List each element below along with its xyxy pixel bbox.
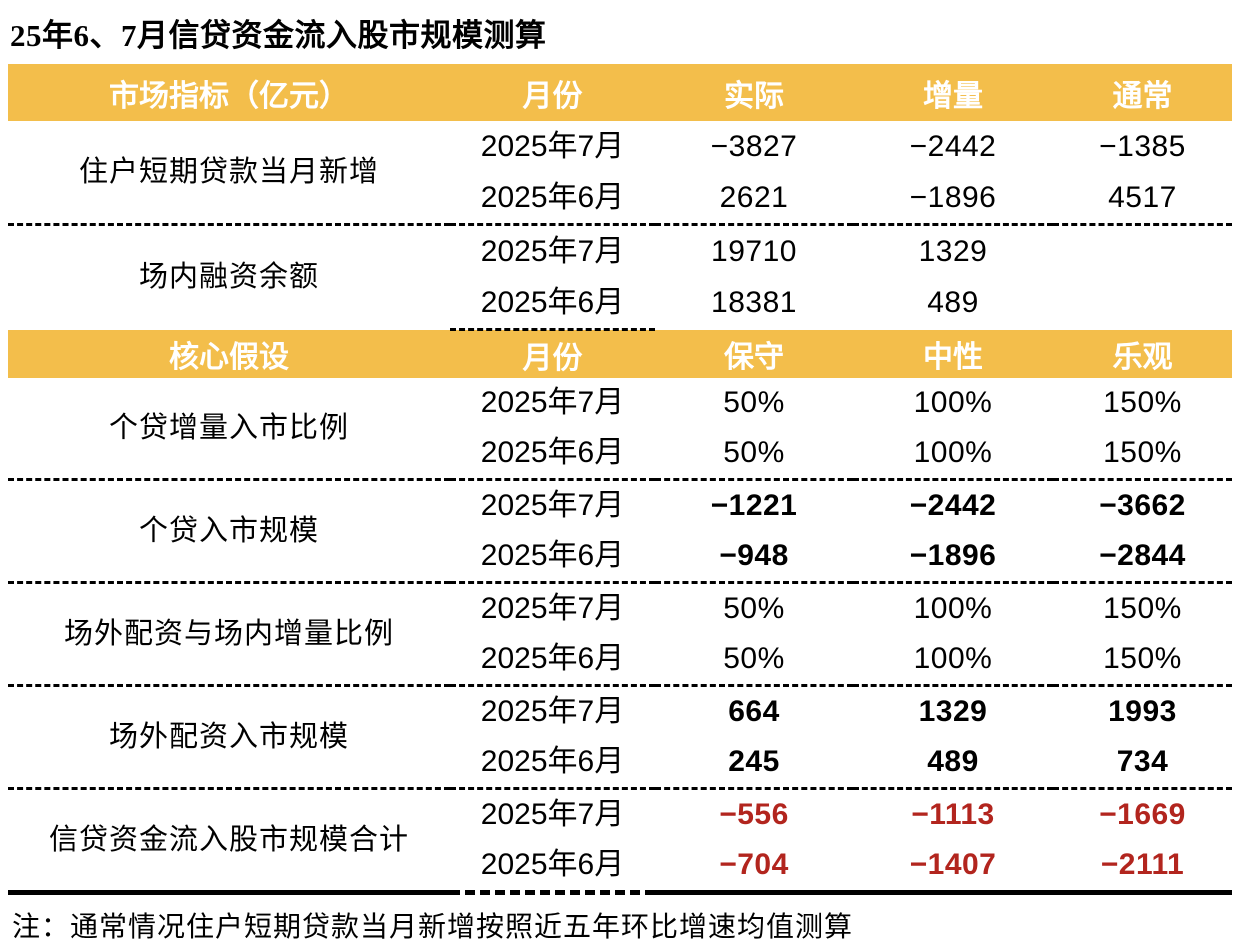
row-label: 信贷资金流入股市规模合计: [8, 788, 450, 895]
value-cell: −1221: [710, 489, 798, 522]
table-row: 2025年6月 18381 489: [8, 277, 1232, 331]
value-cell: 1329: [918, 234, 988, 268]
value-cell: 150%: [1103, 592, 1182, 625]
value-cell: −1407: [853, 840, 1053, 895]
value-cell: 50%: [723, 592, 785, 625]
row-label: 住户短期贷款当月新增: [8, 121, 450, 226]
value-cell: 100%: [913, 386, 993, 419]
section-b-header-row: 核心假设 月份 保守 中性 乐观: [8, 329, 1232, 378]
table-row: 2025年6月 50% 100% 150%: [8, 428, 1232, 481]
row-label: 个贷增量入市比例: [8, 378, 450, 481]
row-label: 场外配资入市规模: [8, 685, 450, 790]
table-row: 2025年6月 50% 100% 150%: [8, 634, 1232, 687]
value-cell: −1669: [1099, 798, 1186, 831]
value-cell: −3662: [1099, 489, 1186, 522]
month-cell: 2025年7月: [480, 695, 625, 728]
month-cell: 2025年6月: [450, 634, 655, 687]
month-cell: 2025年7月: [480, 592, 625, 625]
value-cell: 150%: [1053, 428, 1232, 481]
table-row: 个贷增量入市比例 2025年7月 50% 100% 150%: [8, 378, 1232, 481]
table-row: 住户短期贷款当月新增 2025年7月 −3827 −2442 −1385: [8, 121, 1232, 226]
header-cell-month: 月份: [450, 64, 655, 121]
month-cell: 2025年6月: [450, 428, 655, 481]
month-cell: 2025年6月: [450, 840, 655, 895]
table-row: 2025年6月 −704 −1407 −2111: [8, 840, 1232, 895]
header-cell-usual: 通常: [1053, 64, 1232, 121]
table-row: 场内融资余额 2025年7月 19710 1329: [8, 225, 1232, 292]
value-cell: 100%: [853, 428, 1053, 481]
row-label: 个贷入市规模: [8, 479, 450, 584]
value-cell: −3827: [710, 129, 798, 163]
value-cell: 489: [853, 737, 1053, 790]
value-cell: 734: [1053, 737, 1232, 790]
header-cell-indicator: 市场指标（亿元）: [8, 64, 450, 121]
month-cell: 2025年7月: [480, 489, 625, 522]
value-cell: −2844: [1053, 531, 1232, 584]
value-cell: 150%: [1103, 386, 1182, 419]
table-row: 2025年6月 2621 −1896 4517: [8, 172, 1232, 226]
value-cell: −704: [655, 840, 853, 895]
credit-funds-table: 市场指标（亿元） 月份 实际 增量 通常 住户短期贷款当月新增 2025年7月 …: [8, 64, 1232, 895]
table-row: 场外配资与场内增量比例 2025年7月 50% 100% 150%: [8, 582, 1232, 687]
header-cell-increment: 增量: [853, 64, 1053, 121]
value-cell: 1993: [1108, 695, 1177, 728]
month-cell: 2025年6月: [450, 277, 655, 331]
value-cell: 50%: [655, 634, 853, 687]
value-cell: −1385: [1099, 129, 1186, 163]
table-row: 2025年6月 245 489 734: [8, 737, 1232, 790]
month-cell: 2025年7月: [480, 798, 625, 831]
month-cell: 2025年6月: [450, 172, 655, 226]
value-cell: −948: [655, 531, 853, 584]
header-cell-actual: 实际: [655, 64, 853, 121]
footnote: 注：通常情况住户短期贷款当月新增按照近五年环比增速均值测算: [12, 912, 854, 943]
value-cell: 50%: [723, 386, 785, 419]
row-label: 场外配资与场内增量比例: [8, 582, 450, 687]
month-cell: 2025年7月: [480, 129, 625, 163]
value-cell: 18381: [711, 286, 797, 320]
header-cell-assumption: 核心假设: [8, 329, 450, 378]
value-cell: −1113: [911, 798, 995, 831]
value-cell: −1896: [853, 172, 1053, 226]
value-cell: −556: [719, 798, 789, 831]
table-row: 2025年6月 −948 −1896 −2844: [8, 531, 1232, 584]
value-cell: 100%: [913, 592, 993, 625]
header-cell-month: 月份: [450, 329, 655, 378]
row-label: 场内融资余额: [138, 261, 319, 294]
value-cell: 1329: [918, 695, 988, 728]
table-row: 个贷入市规模 2025年7月 −1221 −2442 −3662: [8, 479, 1232, 584]
header-cell-conservative: 保守: [655, 329, 853, 378]
header-cell-neutral: 中性: [853, 329, 1053, 378]
value-cell: −2442: [909, 129, 997, 163]
page-title: 25年6、7月信贷资金流入股市规模测算: [10, 18, 547, 53]
value-cell: 50%: [655, 428, 853, 481]
section-a-header-row: 市场指标（亿元） 月份 实际 增量 通常: [8, 64, 1232, 121]
value-cell: 100%: [853, 634, 1053, 687]
value-cell: −1896: [853, 531, 1053, 584]
month-cell: 2025年6月: [450, 737, 655, 790]
value-cell: 2621: [655, 172, 853, 226]
value-cell: 664: [728, 695, 780, 728]
value-cell: −2111: [1053, 840, 1232, 895]
value-cell: 150%: [1053, 634, 1232, 687]
value-cell: 4517: [1053, 172, 1232, 226]
table-row: 场外配资入市规模 2025年7月 664 1329 1993: [8, 685, 1232, 790]
month-cell: 2025年6月: [450, 531, 655, 584]
value-cell: [1053, 277, 1232, 330]
value-cell: 245: [655, 737, 853, 790]
value-cell: 489: [927, 286, 979, 320]
table-row: 信贷资金流入股市规模合计 2025年7月 −556 −1113 −1669: [8, 788, 1232, 895]
value-cell: 19710: [711, 234, 797, 268]
month-cell: 2025年7月: [480, 234, 625, 268]
month-cell: 2025年7月: [480, 386, 625, 419]
value-cell: −2442: [909, 489, 997, 522]
value-cell: [1053, 225, 1232, 278]
header-cell-optimistic: 乐观: [1053, 329, 1232, 378]
